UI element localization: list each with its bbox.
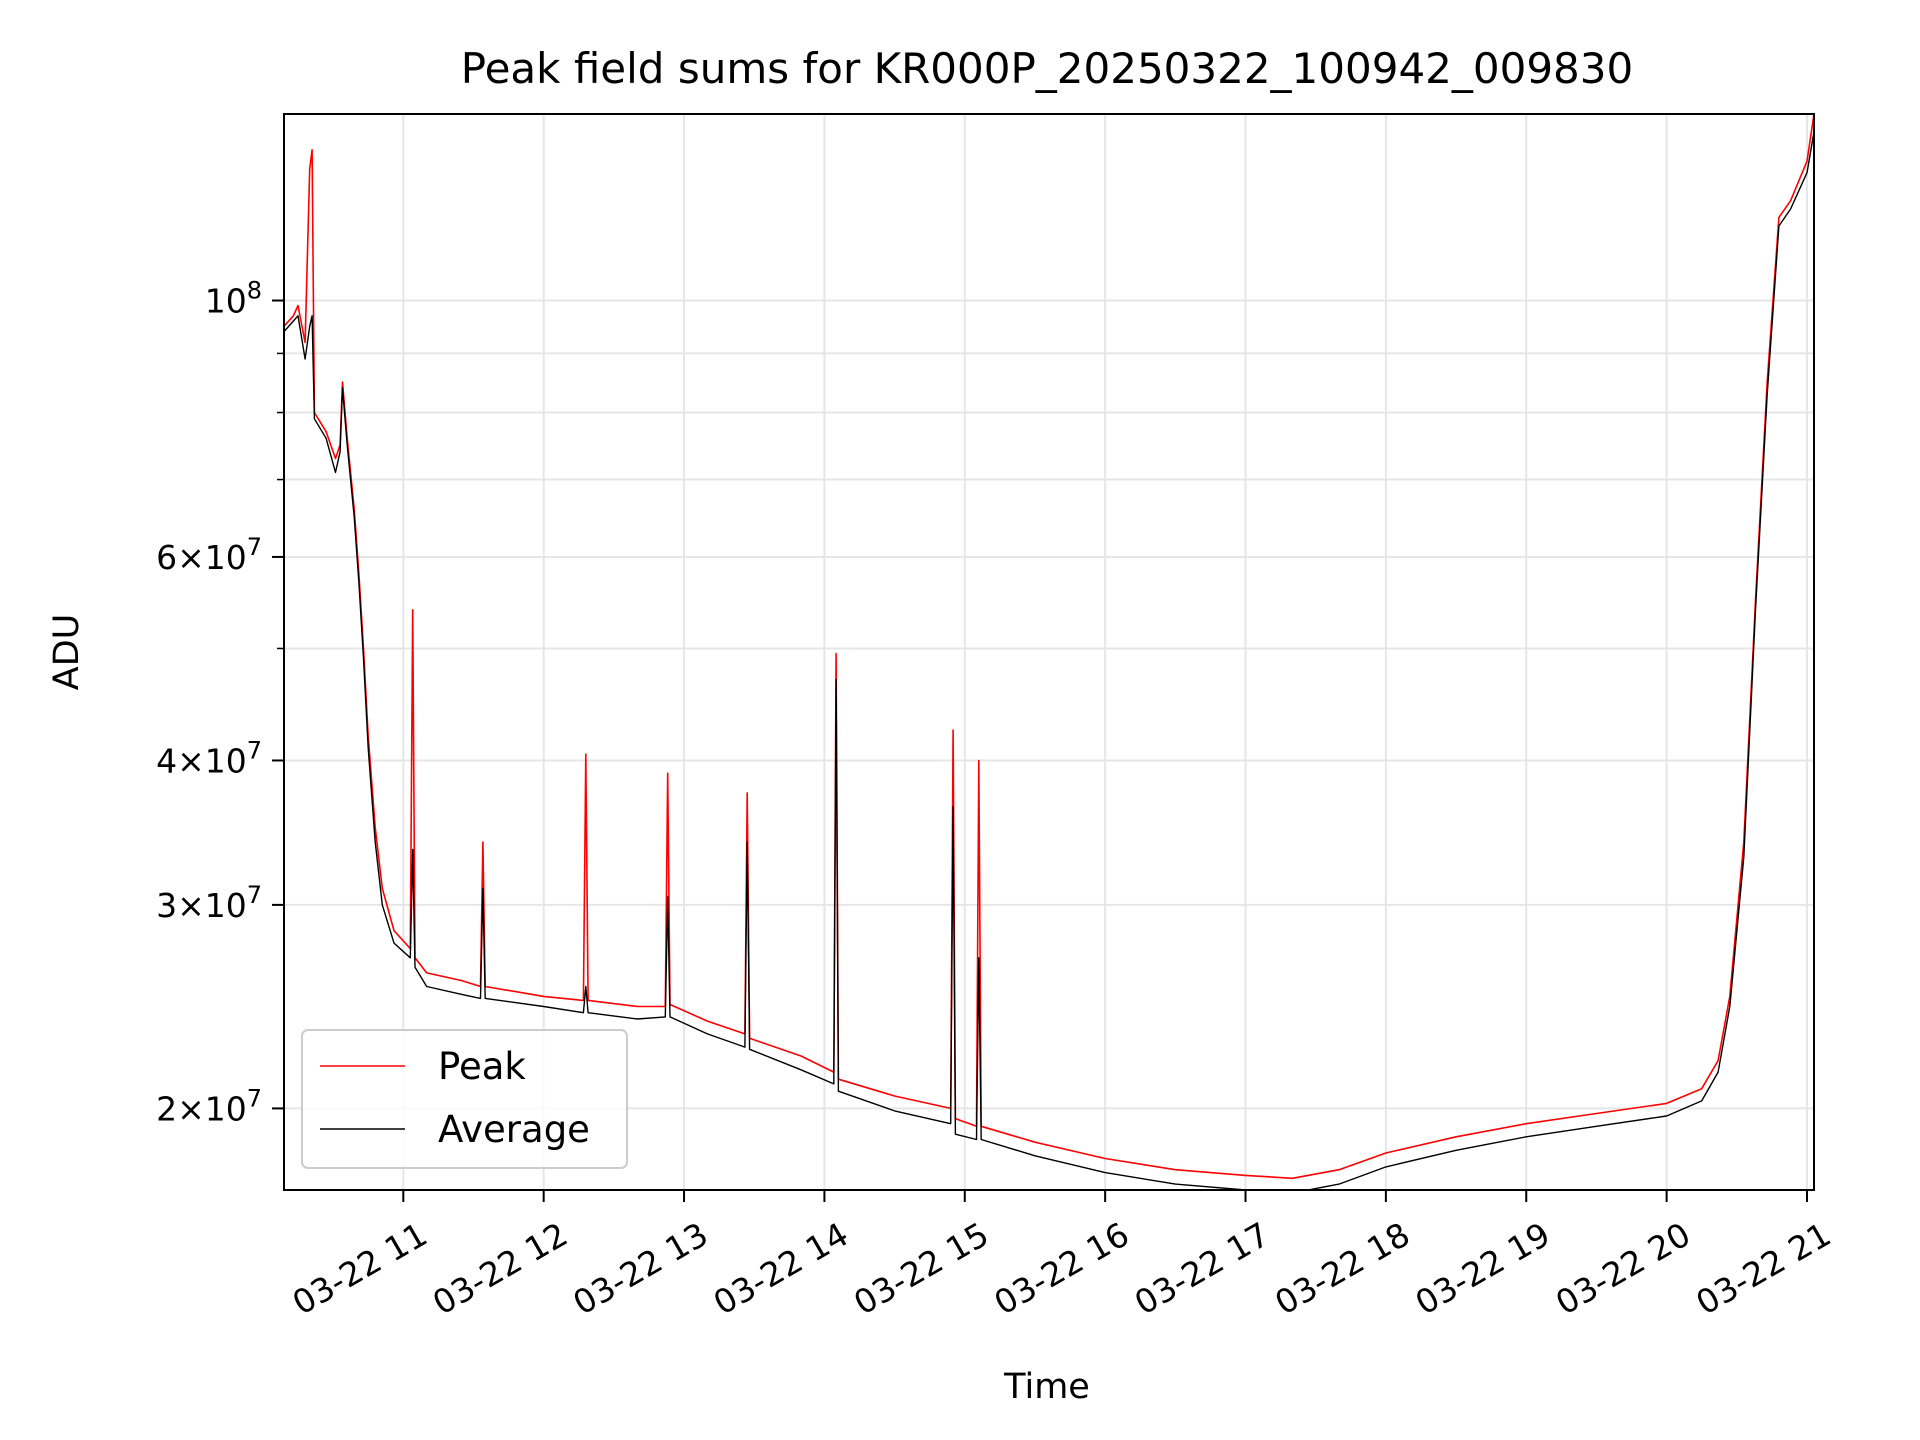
chart-title: Peak field sums for KR000P_20250322_1009…	[461, 44, 1633, 93]
y-tick-base: 4	[156, 741, 177, 780]
y-tick-label: 2×107	[156, 1084, 262, 1128]
y-tick-ten: 10	[205, 1089, 247, 1128]
legend: Peak Average	[301, 1029, 628, 1169]
y-tick-ten: 10	[205, 282, 247, 321]
y-tick-label: 4×107	[156, 736, 262, 780]
y-tick-exponent: 7	[247, 1084, 262, 1112]
x-axis-title: Time	[1003, 1367, 1090, 1407]
legend-label-average: Average	[438, 1108, 590, 1151]
y-tick-label: 3×107	[156, 881, 262, 925]
y-tick-label: 6×107	[156, 533, 262, 577]
y-tick-exponent: 8	[247, 277, 262, 305]
y-tick-exponent: 7	[247, 533, 262, 561]
y-tick-exponent: 7	[247, 881, 262, 909]
legend-label-peak: Peak	[438, 1045, 526, 1088]
series-line-average	[284, 131, 1814, 1190]
legend-box	[301, 1029, 628, 1169]
plot-area-frame	[283, 113, 1815, 1191]
y-tick-base: 6	[156, 538, 177, 577]
y-tick-base: 3	[156, 886, 177, 925]
y-tick-base: 2	[156, 1089, 177, 1128]
series-line-peak	[284, 114, 1814, 1180]
y-tick-ten: 10	[205, 741, 247, 780]
y-tick-label: 108	[205, 277, 262, 321]
series-layer	[284, 114, 1814, 1190]
y-tick-times-sign: ×	[177, 1089, 205, 1128]
y-tick-times-sign: ×	[177, 538, 205, 577]
y-tick-ten: 10	[205, 538, 247, 577]
grid-layer	[284, 114, 1814, 1190]
y-tick-times-sign: ×	[177, 741, 205, 780]
y-tick-times-sign: ×	[177, 886, 205, 925]
y-axis-title: ADU	[47, 614, 87, 691]
y-tick-exponent: 7	[247, 736, 262, 764]
y-tick-ten: 10	[205, 886, 247, 925]
